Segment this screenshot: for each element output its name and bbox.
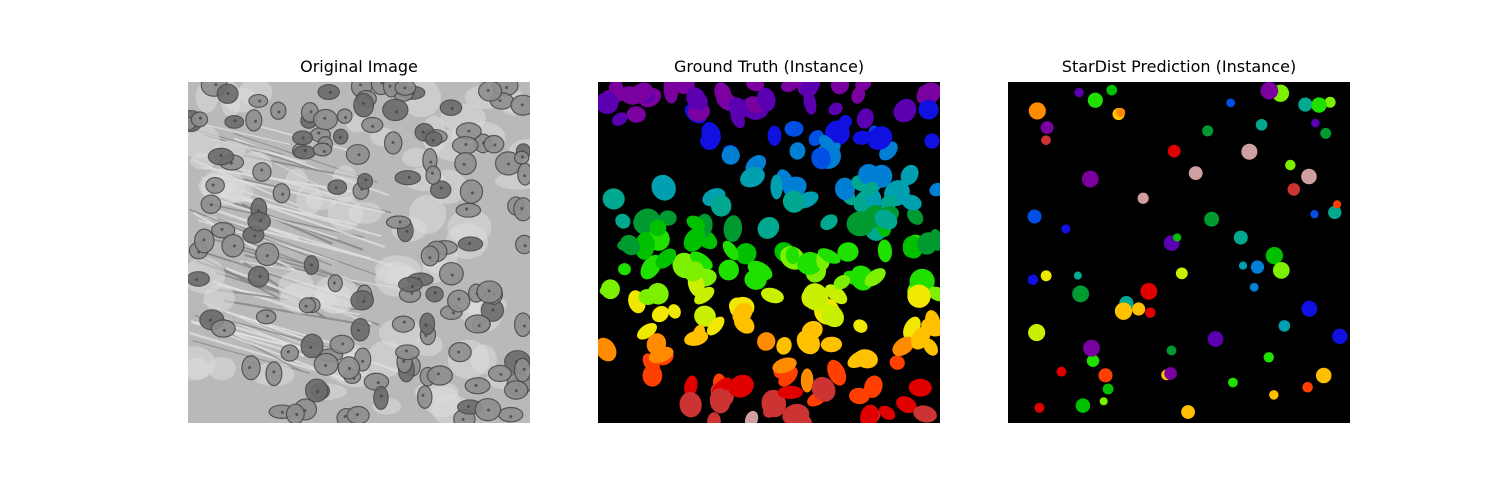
- prediction-panel: [1008, 82, 1350, 423]
- panel-title-ground-truth: Ground Truth (Instance): [673, 57, 865, 76]
- ground-truth-panel: [598, 82, 940, 423]
- original-image: [188, 82, 530, 423]
- panel-title-original: Original Image: [300, 57, 418, 76]
- panel-title-prediction: StarDist Prediction (Instance): [1061, 57, 1297, 76]
- prediction-mask: [1008, 82, 1350, 423]
- ground-truth-mask: [598, 82, 940, 423]
- original-image-panel: [188, 82, 530, 423]
